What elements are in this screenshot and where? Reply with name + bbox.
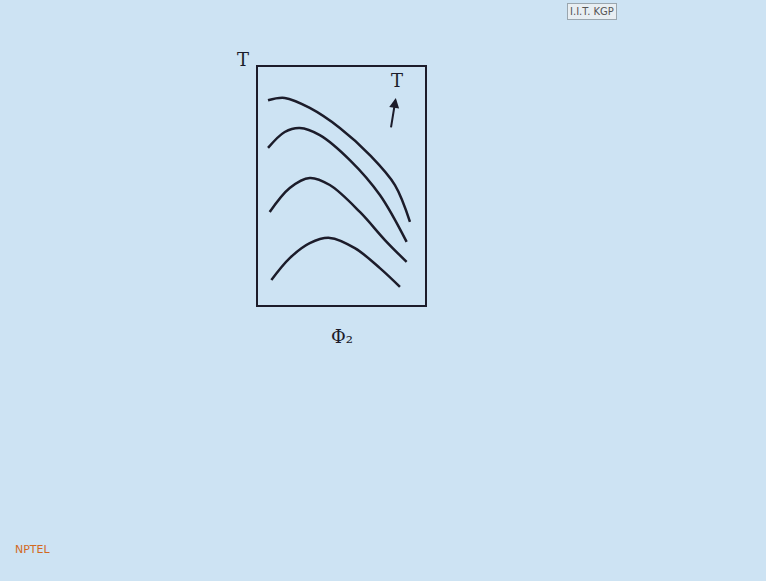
svg-text:I.I.T. KGP: I.I.T. KGP — [570, 6, 614, 17]
svg-text:Φ₂: Φ₂ — [331, 326, 353, 347]
svg-text:NPTEL: NPTEL — [15, 543, 51, 556]
svg-text:T: T — [391, 70, 403, 91]
svg-text:T: T — [237, 49, 249, 70]
